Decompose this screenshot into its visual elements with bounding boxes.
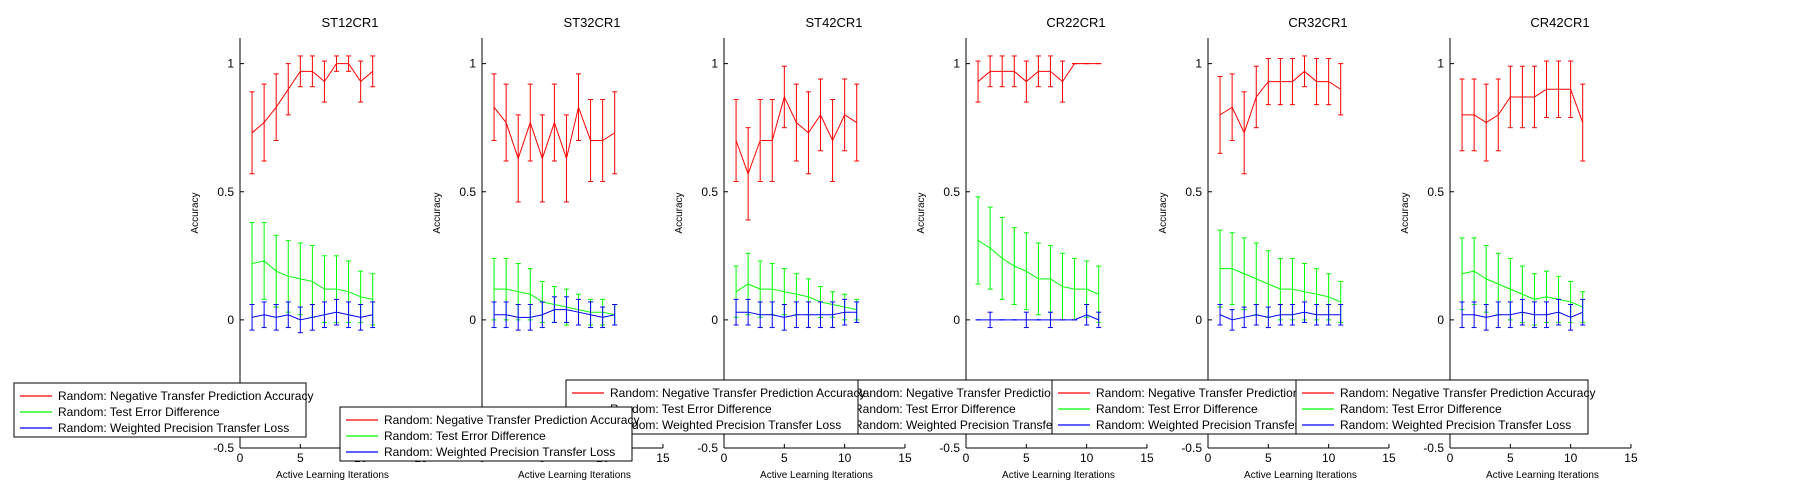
panel-title: ST32CR1 (563, 15, 620, 30)
x-tick-label: 0 (237, 451, 244, 465)
x-axis-label: Active Learning Iterations (1244, 470, 1357, 481)
x-axis-label: Active Learning Iterations (1486, 470, 1599, 481)
x-tick-label: 5 (1265, 451, 1272, 465)
x-tick-label: 5 (1507, 451, 1514, 465)
y-tick-label: 1 (227, 57, 234, 71)
panel-title: CR32CR1 (1288, 15, 1347, 30)
legend-label: Random: Test Error Difference (58, 405, 220, 419)
legend-label: Random: Negative Transfer Prediction Acc… (1340, 386, 1595, 400)
y-axis-label: Accuracy (432, 192, 443, 233)
x-axis-label: Active Learning Iterations (518, 470, 631, 481)
y-axis-label: Accuracy (190, 192, 201, 233)
x-axis-label: Active Learning Iterations (276, 470, 389, 481)
x-tick-label: 5 (781, 451, 788, 465)
x-axis-label: Active Learning Iterations (760, 470, 873, 481)
series-line-3 (978, 314, 1099, 321)
x-tick-label: 0 (1447, 451, 1454, 465)
panel-title: CR22CR1 (1046, 15, 1105, 30)
legend-label: Random: Test Error Difference (384, 429, 546, 443)
legend-label: Random: Test Error Difference (854, 402, 1016, 416)
x-tick-label: 0 (963, 451, 970, 465)
legend-label: Random: Weighted Precision Transfer Loss (610, 418, 841, 432)
y-tick-label: -0.5 (1423, 441, 1444, 455)
legend-box (1051, 379, 1345, 435)
panel-title: ST42CR1 (805, 15, 862, 30)
legend-label: Random: Test Error Difference (610, 402, 772, 416)
y-tick-label: -0.5 (939, 441, 960, 455)
y-tick-label: 0 (1437, 313, 1444, 327)
y-axis-label: Accuracy (1400, 192, 1411, 233)
legend-label: Random: Negative Transfer Prediction Acc… (58, 389, 313, 403)
legend-label: Random: Test Error Difference (1096, 402, 1258, 416)
x-tick-label: 0 (1205, 451, 1212, 465)
x-tick-label: 10 (1322, 451, 1336, 465)
legend-2: Random: Negative Transfer Prediction Acc… (339, 406, 639, 462)
x-axis-label: Active Learning Iterations (1002, 470, 1115, 481)
legend-box (13, 382, 307, 438)
y-tick-label: 1 (711, 57, 718, 71)
x-tick-label: 5 (297, 451, 304, 465)
y-tick-label: 0 (1195, 313, 1202, 327)
legend-6: Random: Negative Transfer Prediction Acc… (1295, 379, 1595, 435)
y-tick-label: 0.5 (943, 185, 960, 199)
panel-title: ST12CR1 (321, 15, 378, 30)
y-tick-label: 1 (953, 57, 960, 71)
y-tick-label: 0 (469, 313, 476, 327)
x-tick-label: 15 (898, 451, 912, 465)
legend-label: Random: Weighted Precision Transfer Loss (58, 421, 289, 435)
legend-label: Random: Weighted Precision Transfer Loss (1340, 418, 1571, 432)
legend-label: Random: Negative Transfer Prediction Acc… (1096, 386, 1351, 400)
legend-label: Random: Weighted Precision Transfer Loss (384, 445, 615, 459)
legend-label: Random: Negative Transfer Prediction Acc… (610, 386, 865, 400)
y-tick-label: 1 (469, 57, 476, 71)
legend-box (339, 406, 633, 462)
y-tick-label: 0.5 (1185, 185, 1202, 199)
y-tick-label: -0.5 (1181, 441, 1202, 455)
y-tick-label: -0.5 (697, 441, 718, 455)
y-tick-label: 0 (953, 313, 960, 327)
x-tick-label: 0 (721, 451, 728, 465)
y-tick-label: 0.5 (701, 185, 718, 199)
x-tick-label: 10 (1564, 451, 1578, 465)
y-tick-label: -0.5 (213, 441, 234, 455)
legend-label: Random: Test Error Difference (1340, 402, 1502, 416)
x-tick-label: 15 (1140, 451, 1154, 465)
y-axis-label: Accuracy (916, 192, 927, 233)
y-tick-label: 0.5 (459, 185, 476, 199)
legend-box (1295, 379, 1589, 435)
y-tick-label: 0 (227, 313, 234, 327)
y-axis-label: Accuracy (674, 192, 685, 233)
x-tick-label: 15 (1382, 451, 1396, 465)
legend-label: Random: Weighted Precision Transfer Loss (1096, 418, 1327, 432)
legend-label: Random: Negative Transfer Prediction Acc… (384, 413, 639, 427)
panel-title: CR42CR1 (1530, 15, 1589, 30)
y-tick-label: 0.5 (1427, 185, 1444, 199)
x-tick-label: 10 (1080, 451, 1094, 465)
x-tick-label: 15 (1624, 451, 1638, 465)
x-tick-label: 5 (1023, 451, 1030, 465)
legend-label: Random: Weighted Precision Transfer Loss (854, 418, 1085, 432)
legend-label: Random: Negative Transfer Prediction Acc… (854, 386, 1109, 400)
y-tick-label: 0.5 (217, 185, 234, 199)
y-tick-label: 1 (1195, 57, 1202, 71)
legend-1: Random: Negative Transfer Prediction Acc… (13, 382, 313, 438)
y-tick-label: 0 (711, 313, 718, 327)
y-axis-label: Accuracy (1158, 192, 1169, 233)
y-tick-label: 1 (1437, 57, 1444, 71)
x-tick-label: 15 (656, 451, 670, 465)
x-tick-label: 10 (838, 451, 852, 465)
legend-5: Random: Negative Transfer Prediction Acc… (1051, 379, 1351, 435)
